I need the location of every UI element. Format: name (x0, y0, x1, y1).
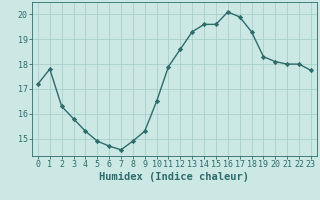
X-axis label: Humidex (Indice chaleur): Humidex (Indice chaleur) (100, 172, 249, 182)
